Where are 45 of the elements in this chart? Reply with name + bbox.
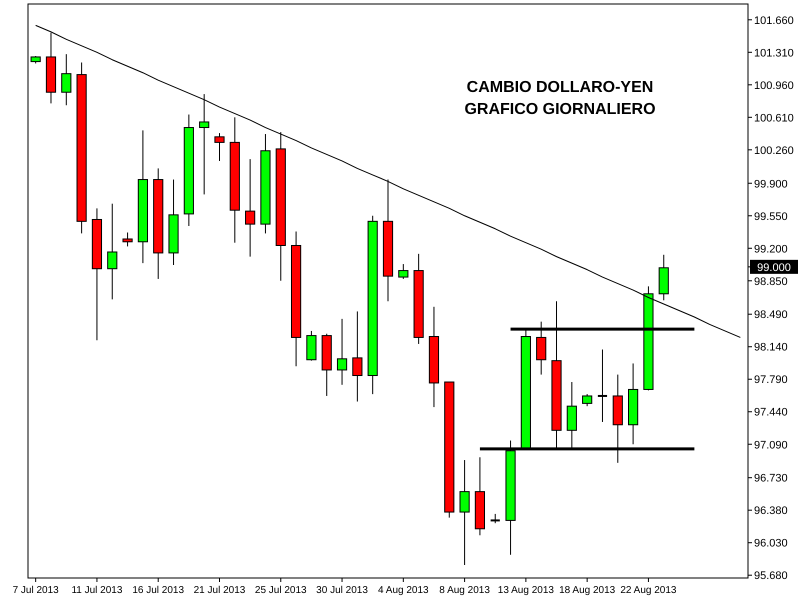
x-tick-label: 25 Jul 2013 xyxy=(254,585,308,596)
y-tick-label: 96.030 xyxy=(754,538,788,550)
x-tick-label: 22 Aug 2013 xyxy=(620,585,677,596)
candlestick xyxy=(245,158,256,258)
candlestick xyxy=(398,264,408,280)
y-tick-label: 98.850 xyxy=(754,276,788,288)
text: CAMBIO DOLLARO-YEN xyxy=(466,79,654,96)
candlestick xyxy=(107,203,118,300)
candlestick xyxy=(596,349,608,422)
y-tick-label: 100.960 xyxy=(754,80,794,92)
x-tick-label: 30 Jul 2013 xyxy=(316,585,368,596)
y-tick-label: 99.200 xyxy=(754,243,788,256)
x-tick-label: 13 Aug 2013 xyxy=(498,585,554,596)
y-tick-label: 99.900 xyxy=(754,178,788,190)
y-tick-label: 97.440 xyxy=(754,406,788,419)
y-tick-label: 95.680 xyxy=(754,570,788,582)
y-tick-label: 96.730 xyxy=(754,472,788,485)
candlestick xyxy=(490,513,501,524)
y-tick-label: 97.090 xyxy=(754,439,788,452)
x-tick-label: 8 Aug 2013 xyxy=(439,585,490,596)
ref-line-label: 99.000 xyxy=(757,262,791,274)
candlestick xyxy=(582,394,592,407)
y-tick-label: 100.610 xyxy=(754,112,794,124)
y-tick-label: 96.380 xyxy=(754,505,788,518)
candlestick xyxy=(214,132,225,162)
candlestick xyxy=(336,318,348,386)
x-tick-label: 21 Jul 2013 xyxy=(194,585,246,596)
candlestick xyxy=(122,232,133,247)
x-tick-label: 7 Jul 2013 xyxy=(12,585,60,596)
x-tick-label: 16 Jul 2013 xyxy=(132,585,184,596)
x-tick-label: 11 Jul 2013 xyxy=(71,585,123,596)
y-tick-label: 98.140 xyxy=(754,342,788,354)
y-tick-label: 101.660 xyxy=(754,14,794,27)
y-tick-label: 101.310 xyxy=(754,47,794,60)
x-tick-label: 18 Aug 2013 xyxy=(559,585,616,596)
candlestick xyxy=(61,54,72,106)
candlestick xyxy=(199,94,210,195)
text: GRAFICO GIORNALIERO xyxy=(464,101,656,118)
y-tick-label: 100.260 xyxy=(754,144,794,157)
candlestick xyxy=(460,460,470,566)
y-tick-label: 97.790 xyxy=(754,374,788,386)
x-tick-label: 4 Aug 2013 xyxy=(378,585,430,596)
y-tick-label: 99.550 xyxy=(754,210,788,223)
candlestick xyxy=(352,310,362,402)
y-tick-label: 98.490 xyxy=(754,309,788,322)
